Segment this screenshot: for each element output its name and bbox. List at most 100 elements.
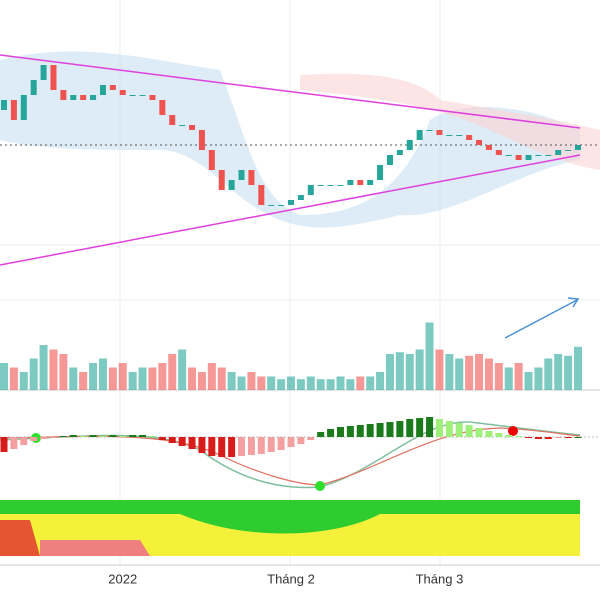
- volume-bar: [326, 379, 335, 390]
- macd-bar: [168, 437, 176, 443]
- macd-bar: [485, 431, 493, 437]
- candle: [515, 155, 522, 160]
- macd-bar: [119, 436, 127, 437]
- macd-bar: [89, 435, 97, 437]
- x-tick-label: Tháng 2: [267, 571, 315, 586]
- volume-bar: [287, 376, 295, 390]
- trend-line: [0, 54, 581, 129]
- volume-bar: [29, 358, 38, 390]
- macd-bar: [139, 435, 147, 437]
- candle: [406, 140, 413, 150]
- candle: [99, 85, 106, 95]
- volume-bar: [59, 354, 68, 390]
- candle: [535, 155, 542, 156]
- heat-band: [40, 540, 150, 556]
- candle: [80, 95, 87, 100]
- candle: [248, 170, 255, 185]
- candle: [317, 185, 324, 186]
- volume-bar: [425, 322, 434, 390]
- macd-bar: [277, 437, 285, 450]
- candle: [377, 165, 384, 180]
- volume-bar: [455, 358, 464, 390]
- volume-bar: [494, 363, 503, 390]
- heat-band: [0, 500, 580, 514]
- candle: [426, 130, 433, 131]
- volume-bar: [148, 367, 157, 390]
- volume-bar: [98, 358, 107, 390]
- candle: [495, 150, 502, 155]
- volume-bar: [564, 355, 573, 390]
- candle: [297, 195, 304, 200]
- signal-line: [0, 427, 581, 486]
- macd-bar: [238, 437, 246, 456]
- candle: [337, 185, 344, 186]
- volume-bar: [247, 372, 256, 390]
- macd-bar: [109, 435, 117, 437]
- candle: [189, 125, 196, 130]
- candle: [446, 135, 453, 136]
- macd-bar: [386, 422, 394, 437]
- macd-bar: [59, 436, 67, 437]
- macd-bar: [198, 437, 206, 453]
- macd-bar: [564, 437, 572, 438]
- macd-bar: [505, 435, 513, 437]
- candle: [198, 130, 205, 150]
- macd-bar: [356, 425, 364, 437]
- volume-bar: [316, 379, 325, 390]
- candle: [20, 95, 27, 120]
- arrow: [504, 299, 578, 339]
- volume-bar: [534, 367, 543, 390]
- volume-bar: [405, 354, 414, 390]
- candle: [1, 100, 7, 110]
- volume-bar: [267, 376, 276, 390]
- volume-bar: [118, 363, 127, 390]
- candle: [545, 155, 552, 156]
- volume-bar: [168, 354, 177, 390]
- volume-bar: [296, 379, 305, 390]
- macd-bar: [188, 437, 196, 449]
- macd-bar: [445, 421, 453, 437]
- candle: [90, 95, 97, 100]
- signal-dot: [315, 481, 325, 491]
- volume-bar: [69, 367, 78, 390]
- candle: [307, 185, 314, 195]
- candle: [139, 95, 146, 96]
- volume-bar: [277, 379, 286, 390]
- candle: [208, 150, 215, 170]
- candle: [50, 65, 57, 90]
- volume-bar: [524, 372, 533, 390]
- candle: [386, 155, 393, 165]
- candle: [40, 65, 47, 80]
- candle: [10, 100, 17, 120]
- macd-bar: [346, 426, 354, 437]
- volume-bar: [445, 354, 454, 390]
- macd-bar: [10, 437, 18, 449]
- macd-bar: [178, 437, 186, 446]
- volume-bar: [504, 367, 513, 390]
- volume-bar: [465, 355, 474, 390]
- volume-bar: [257, 376, 266, 390]
- candle: [149, 95, 156, 100]
- heat-band: [180, 514, 380, 534]
- macd-bar: [208, 437, 216, 456]
- candle: [238, 170, 245, 180]
- volume-bar: [385, 354, 394, 390]
- candle: [169, 115, 176, 125]
- macd-bar: [267, 437, 275, 452]
- volume-bar: [9, 367, 18, 390]
- macd-bar: [228, 437, 236, 457]
- candle: [416, 130, 423, 140]
- macd-bar: [287, 437, 295, 447]
- candle: [505, 155, 512, 156]
- candle: [555, 150, 562, 155]
- candle: [119, 90, 126, 95]
- macd-bar: [426, 417, 434, 437]
- macd-bar: [218, 437, 226, 457]
- macd-bar: [574, 437, 582, 438]
- candle: [258, 185, 265, 205]
- candle: [575, 145, 581, 150]
- volume-bar: [395, 352, 404, 390]
- volume-bar: [475, 354, 484, 390]
- macd-bar: [297, 437, 305, 444]
